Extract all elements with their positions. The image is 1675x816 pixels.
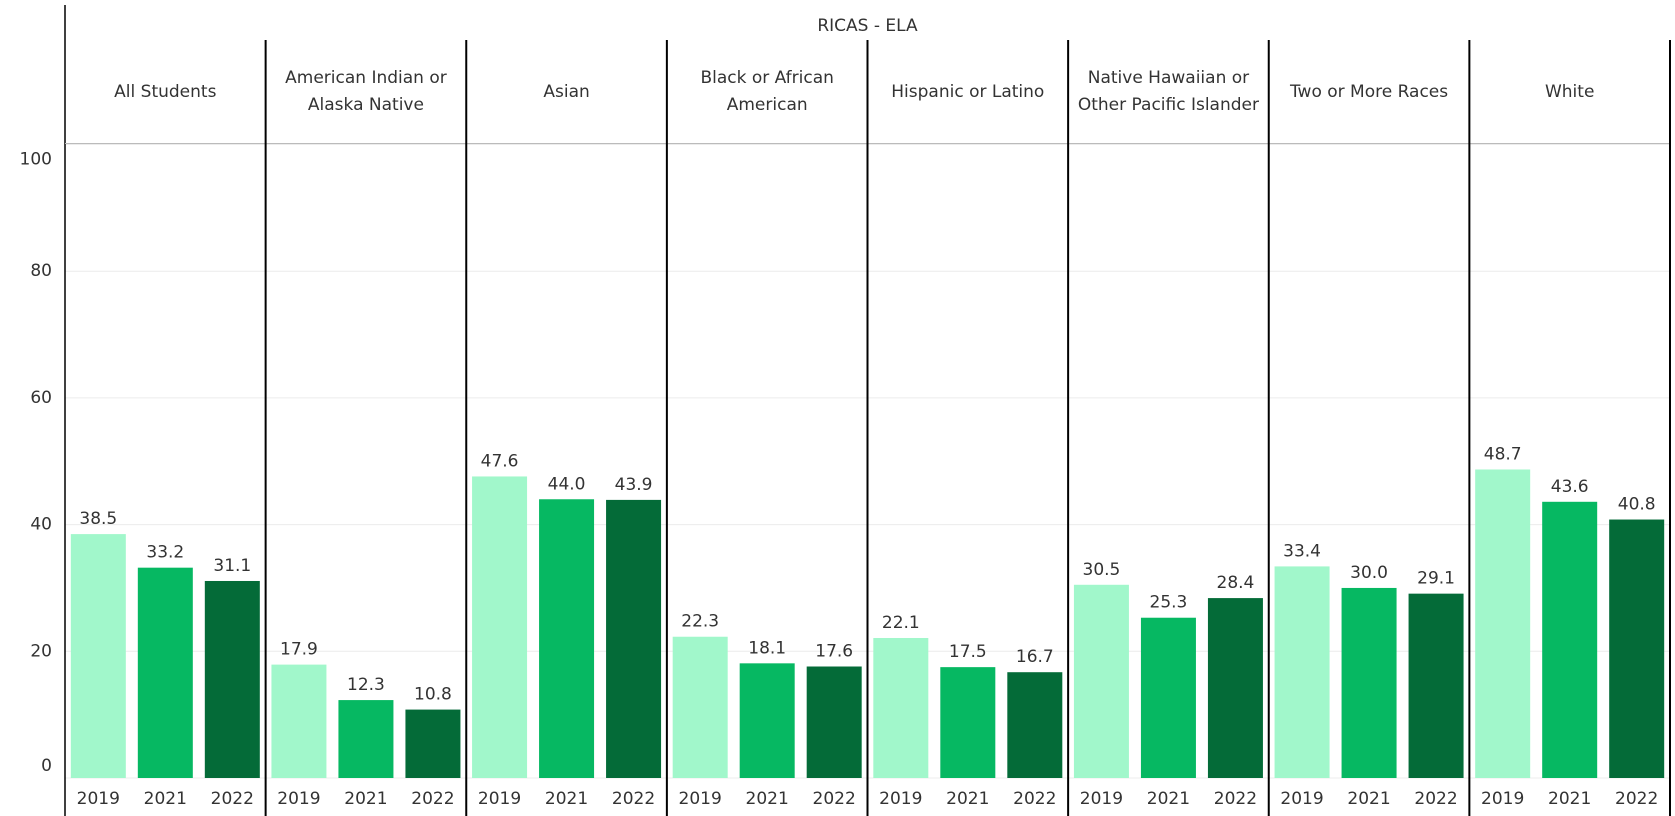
x-tick-label: 2022	[211, 789, 254, 809]
value-label: 16.7	[1016, 647, 1054, 667]
value-label: 47.6	[481, 451, 519, 471]
x-tick-label: 2022	[1013, 789, 1056, 809]
panel-header: Two or More Races	[1289, 81, 1449, 102]
value-label: 17.9	[280, 640, 318, 660]
panel-header: Hispanic or Latino	[891, 81, 1045, 102]
value-label: 43.6	[1551, 477, 1589, 497]
y-tick-label: 40	[30, 515, 52, 535]
bar	[1341, 587, 1397, 778]
x-tick-label: 2022	[1214, 789, 1257, 809]
value-label: 30.0	[1350, 563, 1388, 583]
x-tick-label: 2019	[77, 789, 120, 809]
y-tick-label: 100	[20, 150, 52, 170]
x-tick-label: 2021	[946, 789, 989, 809]
panel-header: American Indian or Alaska Native	[285, 68, 447, 116]
x-tick-label: 2022	[411, 789, 454, 809]
panel-header: White	[1544, 81, 1595, 102]
x-tick-label: 2021	[746, 789, 789, 809]
bar	[1609, 519, 1665, 778]
x-tick-label: 2021	[344, 789, 387, 809]
bar	[472, 476, 528, 778]
bar	[1207, 598, 1263, 778]
bar	[204, 580, 260, 778]
panel-header: All Students	[114, 81, 217, 102]
bar	[873, 637, 929, 778]
bar	[137, 567, 193, 778]
x-tick-label: 2021	[1147, 789, 1190, 809]
value-label: 48.7	[1484, 444, 1522, 464]
x-tick-label: 2019	[277, 789, 320, 809]
value-label: 43.9	[615, 475, 653, 495]
value-label: 18.1	[748, 638, 786, 658]
value-label: 29.1	[1417, 569, 1455, 589]
bar	[338, 700, 394, 778]
x-tick-label: 2022	[1414, 789, 1457, 809]
x-tick-label: 2021	[545, 789, 588, 809]
x-tick-label: 2019	[879, 789, 922, 809]
value-label: 12.3	[347, 675, 385, 695]
x-tick-label: 2019	[1280, 789, 1323, 809]
bar	[739, 663, 795, 778]
chart-title: RICAS - ELA	[817, 15, 918, 36]
panel-header: Asian	[543, 81, 590, 102]
value-label: 28.4	[1217, 573, 1255, 593]
y-tick-label: 60	[30, 388, 52, 408]
x-tick-label: 2022	[612, 789, 655, 809]
value-label: 31.1	[213, 556, 251, 576]
value-label: 22.1	[882, 613, 920, 633]
value-label: 38.5	[79, 509, 117, 529]
y-tick-label: 0	[41, 756, 52, 776]
bar	[1140, 617, 1196, 778]
value-label: 25.3	[1150, 593, 1188, 613]
value-label: 17.5	[949, 642, 987, 662]
bar	[1073, 584, 1129, 778]
panel-header: Black or African American	[700, 68, 834, 116]
bar	[806, 666, 862, 778]
value-label: 40.8	[1618, 495, 1656, 515]
bar	[1274, 566, 1330, 778]
x-tick-label: 2019	[1481, 789, 1524, 809]
x-tick-label: 2022	[813, 789, 856, 809]
value-label: 22.3	[681, 612, 719, 632]
value-label: 10.8	[414, 685, 452, 705]
bar	[1542, 501, 1598, 778]
bar	[1475, 469, 1531, 778]
bar	[539, 499, 595, 778]
bar	[405, 709, 461, 778]
x-tick-label: 2021	[1548, 789, 1591, 809]
bar	[940, 667, 996, 778]
value-label: 33.4	[1283, 541, 1321, 561]
x-tick-label: 2019	[478, 789, 521, 809]
value-label: 30.5	[1083, 560, 1121, 580]
y-tick-label: 80	[30, 261, 52, 281]
x-tick-label: 2022	[1615, 789, 1658, 809]
x-tick-label: 2021	[144, 789, 187, 809]
bar	[1007, 672, 1063, 778]
bar	[606, 499, 662, 778]
bar	[1408, 593, 1464, 778]
panel-header: Native Hawaiian or Other Pacific Islande…	[1077, 68, 1259, 116]
value-label: 33.2	[146, 543, 184, 563]
value-label: 44.0	[548, 474, 586, 494]
x-tick-label: 2019	[1080, 789, 1123, 809]
x-tick-label: 2021	[1347, 789, 1390, 809]
bar	[271, 664, 327, 778]
x-tick-label: 2019	[679, 789, 722, 809]
y-tick-label: 20	[30, 641, 52, 661]
bar	[70, 534, 126, 778]
value-label: 17.6	[815, 642, 853, 662]
bar	[672, 636, 728, 778]
